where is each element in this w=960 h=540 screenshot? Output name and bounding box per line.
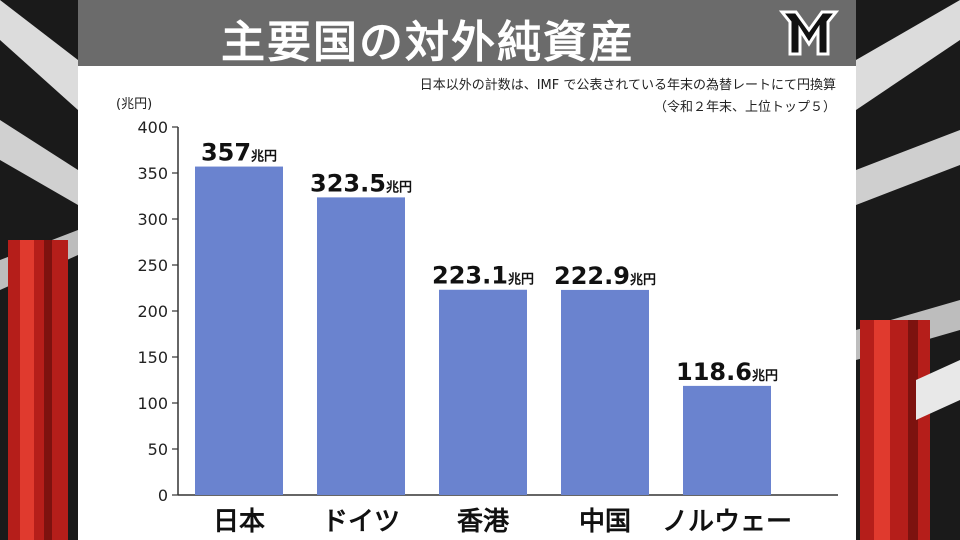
bar (683, 385, 771, 495)
y-tick-label: 150 (137, 348, 168, 367)
right-frame-decoration (856, 0, 960, 540)
chart-panel: 主要国の対外純資産 日本以外の計数は、IMF で公表されている年末の為替レートに… (78, 0, 856, 540)
y-tick-label: 50 (148, 440, 168, 459)
y-tick-label: 300 (137, 210, 168, 229)
left-frame-decoration (0, 0, 78, 540)
y-tick-label: 0 (158, 486, 168, 505)
chart-title: 主要国の対外純資産 (221, 17, 635, 68)
y-tick-label: 200 (137, 302, 168, 321)
y-tick-label: 100 (137, 394, 168, 413)
category-label: 中国 (579, 507, 631, 537)
bar-value-label: 222.9兆円 (554, 262, 656, 290)
bar (195, 166, 283, 495)
category-label: 日本 (213, 507, 265, 537)
bar (439, 289, 527, 495)
y-tick-label: 350 (137, 164, 168, 183)
conversion-note: 日本以外の計数は、IMF で公表されている年末の為替レートにて円換算 (419, 78, 836, 93)
period-note: （令和２年末、上位トップ５） (653, 100, 836, 115)
category-label: 香港 (457, 507, 510, 537)
category-label: ドイツ (322, 507, 400, 537)
y-tick-label: 250 (137, 256, 168, 275)
bar (561, 289, 649, 495)
mr-logo-icon (776, 4, 842, 60)
bar-value-label: 323.5兆円 (310, 169, 412, 197)
y-axis-unit-label: (兆円) (116, 97, 152, 112)
bar-value-label: 223.1兆円 (432, 262, 534, 290)
category-label: ノルウェー (662, 507, 792, 537)
title-bar: 主要国の対外純資産 (78, 0, 856, 68)
y-tick-label: 400 (137, 118, 168, 137)
bar (317, 197, 405, 495)
bar-value-label: 357兆円 (201, 139, 277, 167)
bar-value-label: 118.6兆円 (676, 358, 778, 386)
